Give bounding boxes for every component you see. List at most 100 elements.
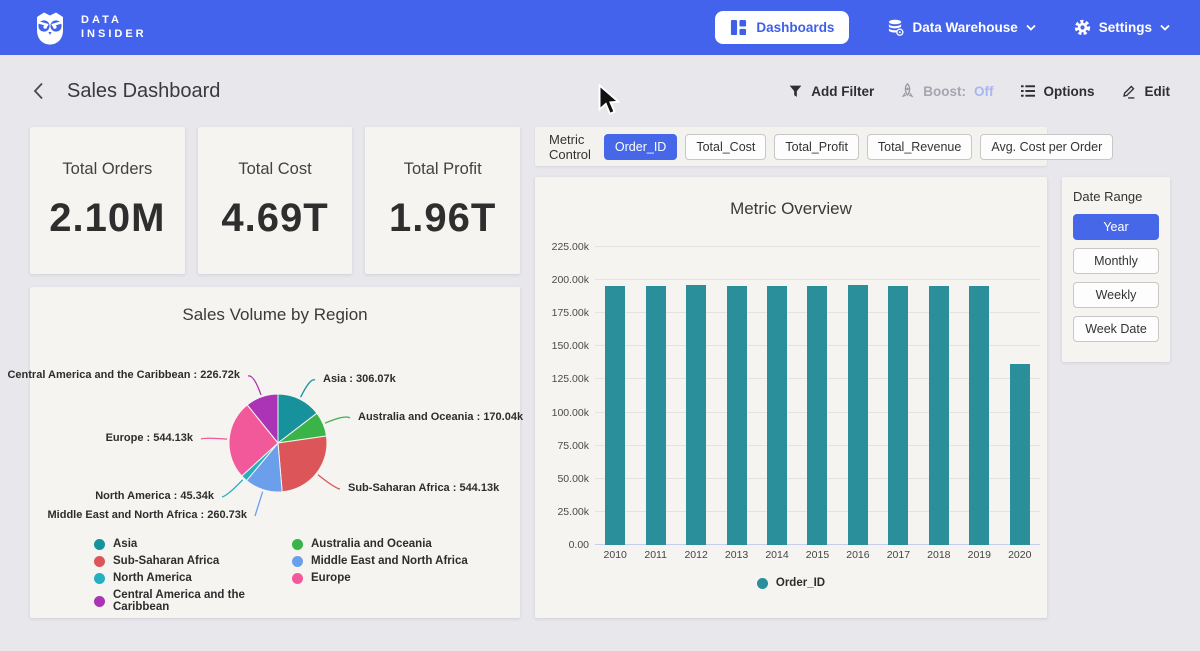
kpi-label: Total Cost [238,160,311,179]
metric-option-order-id[interactable]: Order_ID [604,134,677,160]
owl-logo-icon [30,8,70,48]
kpi-card-total-profit: Total Profit 1.96T [365,127,520,274]
legend-dot-icon [94,596,105,607]
pie-legend-item[interactable]: Australia and Oceania [292,538,468,550]
x-axis-tick-label: 2014 [757,549,797,561]
metric-buttons: Order_ID Total_Cost Total_Profit Total_Reve… [604,134,1113,160]
dashboards-icon [730,19,747,36]
bar-2015[interactable] [807,286,827,545]
x-axis-tick-label: 2010 [595,549,635,561]
bar-2020[interactable] [1010,364,1030,545]
date-range-panel: Date Range Year Monthly Weekly Week Date [1062,177,1170,362]
y-axis-tick-label: 200.00k [539,274,589,286]
x-axis-tick-label: 2019 [959,549,999,561]
date-range-label: Date Range [1073,189,1159,204]
metric-option-total-cost[interactable]: Total_Cost [685,134,766,160]
bar-2016[interactable] [848,285,868,545]
data-warehouse-label: Data Warehouse [912,20,1017,35]
date-range-buttons: Year Monthly Weekly Week Date [1073,214,1159,342]
boost-toggle[interactable]: Boost: Off [900,83,993,99]
rocket-icon [900,83,915,99]
y-axis-tick-label: 225.00k [539,241,589,253]
legend-dot-icon [292,556,303,567]
filter-icon [788,84,803,99]
x-axis-labels: 2010201120122013201420152016201720182019… [595,549,1040,561]
bar-2010[interactable] [605,286,625,545]
bar-2011[interactable] [646,286,666,545]
kpi-card-total-orders: Total Orders 2.10M [30,127,185,274]
y-axis-tick-label: 100.00k [539,407,589,419]
edit-pencil-icon [1121,83,1137,99]
options-button[interactable]: Options [1020,84,1095,99]
kpi-label: Total Profit [404,160,482,179]
legend-label: North America [113,572,192,584]
bar-2012[interactable] [686,285,706,545]
legend-dot-icon [292,573,303,584]
x-axis-tick-label: 2018 [919,549,959,561]
pie-callout-line [255,492,263,516]
pie-legend-item[interactable]: Sub-Saharan Africa [94,555,292,567]
legend-dot-icon [757,578,768,589]
y-axis-tick-label: 150.00k [539,340,589,352]
bar-chart-card: Metric Overview 0.0025.00k50.00k75.00k10… [535,177,1047,618]
metric-control-bar: Metric Control Order_ID Total_Cost Total_P… [535,127,1047,166]
pie-legend-item[interactable]: North America [94,572,292,584]
edit-button[interactable]: Edit [1121,83,1171,99]
boost-label: Boost: [923,84,966,99]
dashboards-label: Dashboards [756,20,834,35]
pie-legend-item[interactable]: Asia [94,538,292,550]
settings-label: Settings [1099,20,1152,35]
legend-label: Europe [311,572,351,584]
bar-chart-legend[interactable]: Order_ID [535,577,1047,589]
pie-callout-line [248,376,261,395]
metric-option-total-profit[interactable]: Total_Profit [774,134,859,160]
date-range-option-weekly[interactable]: Weekly [1073,282,1159,308]
bar-2019[interactable] [969,286,989,545]
boost-state: Off [974,84,994,99]
x-axis-tick-label: 2017 [878,549,918,561]
pie-svg [30,331,520,536]
kpi-value: 1.96T [389,196,496,241]
bar-2013[interactable] [727,286,747,545]
bars-container [595,247,1040,545]
settings-menu[interactable]: Settings [1074,19,1170,36]
legend-label: Middle East and North Africa [311,555,468,567]
legend-label: Australia and Oceania [311,538,432,550]
bar-chart-title: Metric Overview [535,177,1047,219]
legend-dot-icon [292,539,303,550]
data-warehouse-menu[interactable]: Data Warehouse [887,19,1035,36]
add-filter-label: Add Filter [811,84,874,99]
pie-chart-title: Sales Volume by Region [30,287,520,325]
options-label: Options [1044,84,1095,99]
date-range-option-monthly[interactable]: Monthly [1073,248,1159,274]
chevron-down-icon [1026,24,1036,31]
metric-control-label: Metric Control [549,132,591,162]
date-range-option-week-date[interactable]: Week Date [1073,316,1159,342]
edit-label: Edit [1145,84,1171,99]
bar-2018[interactable] [929,286,949,545]
page-title: Sales Dashboard [67,80,220,103]
legend-dot-icon [94,573,105,584]
dashboard-content: Total Orders 2.10M Total Cost 4.69T Tota… [0,127,1200,618]
pie-legend-item[interactable]: Central America and the Caribbean [94,589,292,613]
pie-legend-item[interactable]: Europe [292,572,468,584]
brand-logo[interactable]: DATA INSIDER [30,8,147,48]
y-axis-tick-label: 25.00k [539,506,589,518]
page-header: Sales Dashboard Add Filter Boost: Off [0,55,1200,127]
bar-2014[interactable] [767,286,787,545]
bar-2017[interactable] [888,286,908,545]
y-axis-tick-label: 50.00k [539,473,589,485]
back-button[interactable] [30,79,47,103]
dashboards-button[interactable]: Dashboards [715,11,849,44]
pie-legend-item[interactable]: Middle East and North Africa [292,555,468,567]
legend-dot-icon [94,556,105,567]
add-filter-button[interactable]: Add Filter [788,84,874,99]
pie-legend: Asia Sub-Saharan Africa North America Centr… [30,538,520,618]
pie-slice-sub-saharan-africa[interactable] [278,436,327,492]
database-icon [887,19,904,36]
metric-option-total-revenue[interactable]: Total_Revenue [867,134,972,160]
pie-callout-line [325,417,350,423]
brand-line2: INSIDER [81,29,147,40]
kpi-label: Total Orders [62,160,152,179]
date-range-option-year[interactable]: Year [1073,214,1159,240]
